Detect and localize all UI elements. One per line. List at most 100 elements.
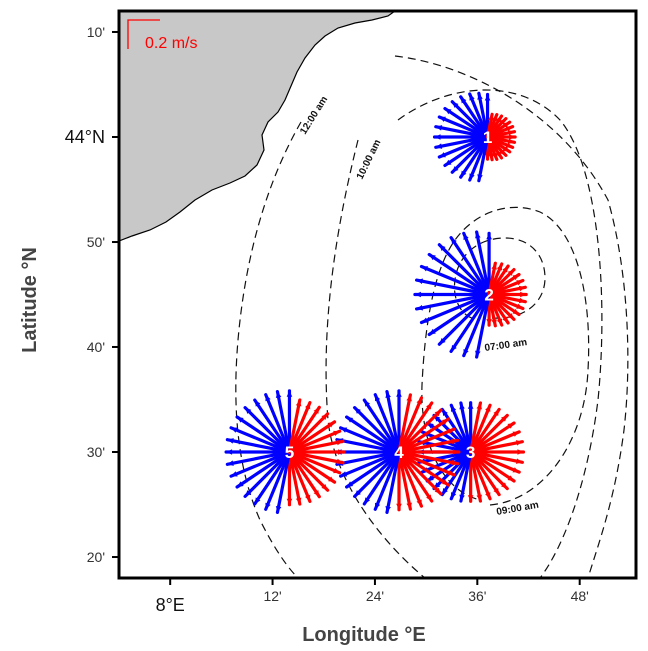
current-vector-head (434, 487, 441, 494)
current-vector-head (442, 409, 448, 416)
current-vector-head (333, 430, 340, 437)
current-vector (432, 450, 473, 491)
current-vector-head (451, 438, 458, 445)
current-vector-head (328, 476, 335, 483)
current-vector-head (503, 146, 510, 152)
current-vector-head (406, 502, 412, 510)
current-vector-head (416, 397, 422, 405)
current-vector-head (396, 503, 402, 510)
current-vector-head (254, 497, 261, 504)
current-vector-head (231, 471, 238, 477)
current-vector-head (450, 405, 457, 412)
current-vector-head (396, 390, 402, 397)
current-vector (264, 450, 292, 511)
current-vector (397, 450, 434, 503)
current-vector-head (484, 94, 491, 101)
y-tick-label: 30' (87, 444, 105, 460)
current-vector (469, 450, 492, 501)
current-vector-head (429, 254, 436, 261)
contour-10am-east (397, 89, 603, 578)
current-vector (475, 230, 491, 297)
current-vector (339, 450, 401, 478)
contour-9am (421, 206, 590, 506)
current-vector (287, 401, 312, 454)
current-vector-head (459, 402, 465, 410)
current-vector (397, 450, 460, 466)
current-vector-head (485, 405, 491, 412)
current-vector-head (488, 153, 494, 160)
current-vector-head (484, 153, 491, 160)
current-vector-head (336, 458, 343, 465)
current-vector (235, 450, 292, 489)
current-vector (397, 401, 434, 454)
current-vector-head (227, 438, 234, 444)
current-vector-head (512, 274, 520, 281)
current-vector (264, 393, 292, 454)
current-vector-head (416, 278, 424, 284)
current-vector (443, 135, 490, 168)
current-vector-head (295, 497, 302, 505)
current-vector (440, 407, 473, 454)
current-vector-head (333, 467, 340, 474)
current-vector (287, 450, 337, 484)
current-vector (469, 407, 501, 454)
current-vector-head (451, 344, 457, 352)
current-vector (487, 285, 527, 297)
current-vector-head (444, 108, 452, 115)
y-tick-label: 40' (87, 339, 105, 355)
current-vector (397, 450, 456, 477)
current-vector-head (499, 149, 506, 156)
current-vector (450, 135, 490, 174)
current-vector-head (485, 492, 491, 499)
scale-bar-label: 0.2 m/s (145, 35, 197, 52)
current-vector-head (421, 266, 429, 272)
current-vector (427, 252, 491, 297)
station-label: 1 (483, 128, 492, 147)
current-vector (353, 450, 401, 498)
land-coastline (119, 11, 397, 242)
current-vector-head (518, 285, 526, 292)
current-vector (353, 406, 401, 454)
station-label: 4 (394, 443, 404, 462)
current-vector (449, 236, 491, 297)
current-vector-head (475, 231, 481, 239)
current-vector-head (447, 469, 455, 476)
current-vector-head (441, 418, 449, 425)
current-vector-head (346, 417, 354, 423)
current-vector (345, 415, 401, 454)
current-vector-head (491, 114, 498, 122)
current-vector (469, 450, 524, 464)
current-vector-head (469, 94, 475, 101)
x-tick-label: 48' (571, 588, 589, 604)
current-vector (397, 450, 424, 508)
x-tick-label: 8°E (156, 595, 185, 615)
current-vector-head (305, 402, 311, 410)
current-vector (287, 420, 337, 454)
current-vector-head (507, 269, 514, 276)
current-rose-station-2: 2 (413, 230, 528, 359)
current-vector (362, 450, 401, 506)
current-vector-head (237, 481, 244, 487)
current-vector (417, 440, 473, 454)
y-tick-label: 20' (87, 549, 105, 565)
y-tick-label: 44°N (65, 127, 105, 147)
current-vector-head (364, 400, 370, 407)
current-rose-station-5: 5 (224, 389, 346, 515)
current-vector-head (502, 316, 509, 323)
current-vector (235, 415, 292, 454)
current-vector (437, 292, 491, 346)
current-vector-head (451, 237, 457, 245)
current-vector-head (254, 400, 261, 407)
current-vector-head (426, 494, 432, 502)
current-vector (385, 389, 401, 454)
y-tick-label: 50' (87, 234, 105, 250)
current-vector (397, 417, 451, 454)
current-vector (287, 450, 302, 506)
current-vector-head (512, 467, 520, 473)
current-vector (339, 426, 401, 454)
current-vector-head (385, 391, 391, 398)
current-vector-head (486, 319, 492, 326)
current-vector-head (517, 449, 524, 455)
current-vector (469, 403, 492, 454)
current-vector (434, 125, 490, 139)
